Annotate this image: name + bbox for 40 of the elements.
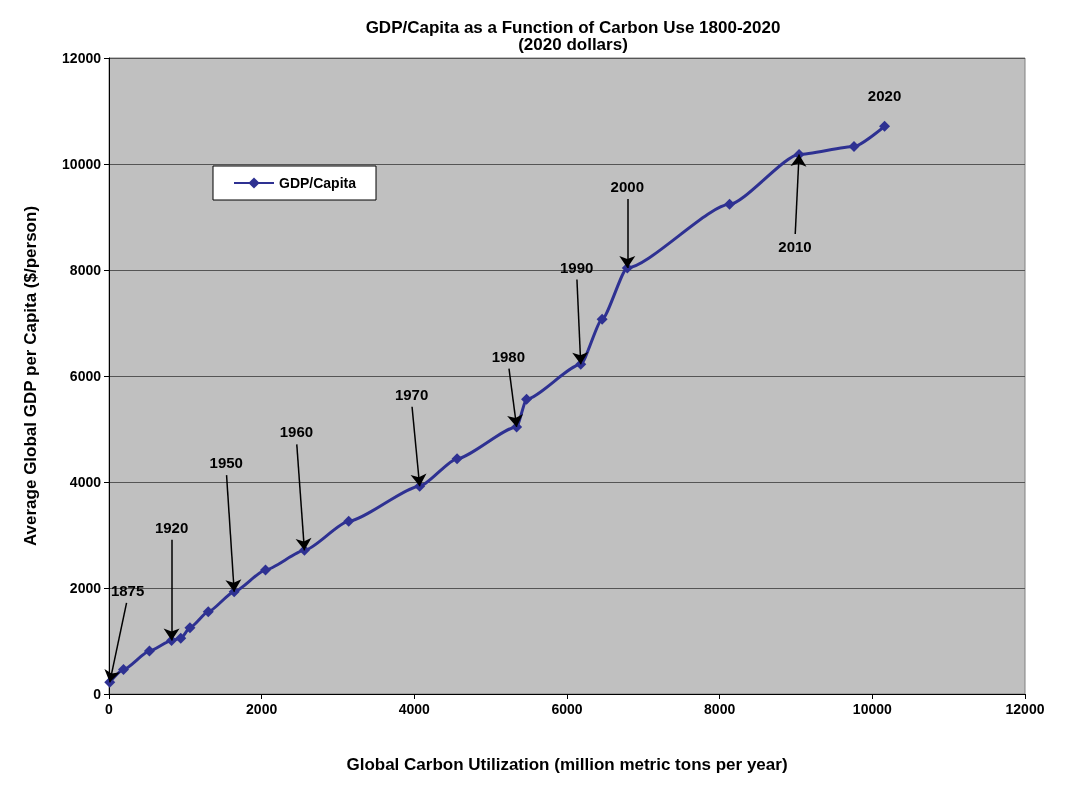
chart-title: GDP/Capita as a Function of Carbon Use 1800-2020 <box>365 18 781 37</box>
x-tick-label: 0 <box>105 701 114 717</box>
point <box>879 120 891 132</box>
annotation: 2000 <box>610 177 644 195</box>
y-tick-label: 6000 <box>69 368 102 384</box>
y-tick-label: 12000 <box>62 50 102 66</box>
point <box>184 622 196 634</box>
annotation: 2020 <box>867 86 902 104</box>
legend-label: GDP/Capita <box>279 175 357 191</box>
annotation: 1980 <box>491 347 526 365</box>
point <box>848 141 860 153</box>
annotation: 1920 <box>154 518 189 536</box>
annotation: 1960 <box>279 423 314 441</box>
y-tick-label: 0 <box>93 686 102 702</box>
x-tick-label: 2000 <box>246 701 278 717</box>
point <box>596 313 608 325</box>
point <box>143 645 155 657</box>
y-axis-title: Average Global GDP per Capita ($/person) <box>21 205 40 547</box>
point <box>521 393 533 405</box>
annotation: 1950 <box>209 454 243 472</box>
x-tick-label: 8000 <box>704 701 736 717</box>
point <box>202 606 214 618</box>
y-tick-label: 8000 <box>69 262 102 278</box>
annotation: 1970 <box>394 385 429 403</box>
point <box>451 453 463 465</box>
point <box>724 198 736 210</box>
x-tick-label: 6000 <box>551 701 583 717</box>
y-tick-label: 10000 <box>62 156 102 172</box>
annotation: 2010 <box>778 237 812 255</box>
x-axis-title: Global Carbon Utilization (million metric tons per year) <box>346 755 788 774</box>
x-tick-label: 12000 <box>1005 701 1045 717</box>
x-tick-label: 10000 <box>852 701 893 717</box>
y-tick-label: 4000 <box>69 474 102 490</box>
y-tick-label: 2000 <box>69 580 102 596</box>
x-tick-label: 4000 <box>398 701 431 717</box>
point <box>259 564 271 576</box>
point <box>118 664 129 676</box>
point <box>175 632 187 644</box>
point <box>343 515 355 527</box>
chart-subtitle: (2020 dollars) <box>518 35 628 54</box>
